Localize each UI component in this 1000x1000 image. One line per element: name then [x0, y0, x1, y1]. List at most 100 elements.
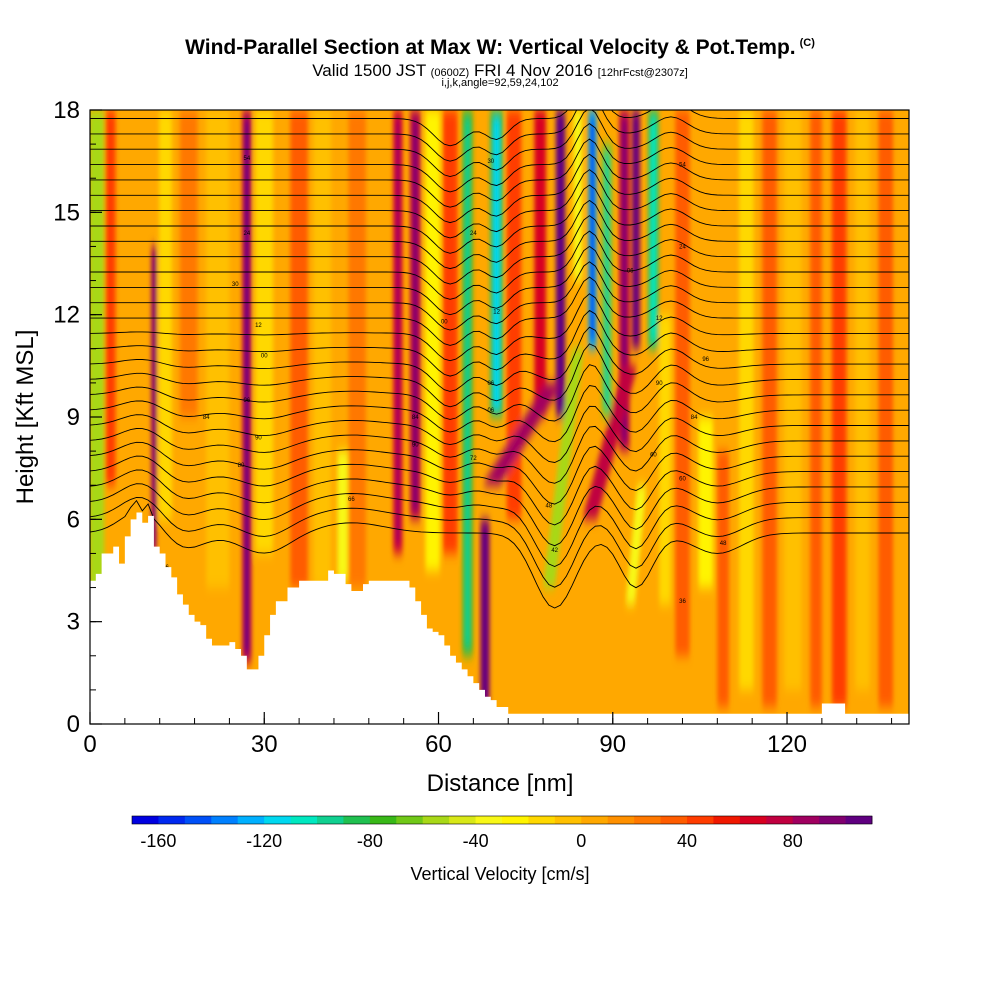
velocity-band	[698, 417, 713, 588]
section-indices: i,j,k,angle=92,59,24,102	[441, 77, 559, 89]
isentrope-line	[90, 169, 909, 239]
isentrope-line	[90, 110, 909, 162]
isentrope-line	[90, 215, 909, 285]
velocity-band	[425, 110, 440, 571]
isentrope-label: 00	[261, 354, 268, 360]
colorbar-tick-label: -120	[246, 831, 282, 851]
isentrope-line	[90, 385, 909, 443]
isentrope-line	[90, 425, 909, 484]
isentrope-label: 12	[656, 316, 663, 322]
colorbar-swatch	[290, 816, 318, 824]
velocity-band-core	[604, 152, 610, 409]
copyright-mark: (C)	[799, 37, 815, 49]
isentrope-label: 48	[720, 541, 727, 547]
colorbar-swatch	[211, 816, 239, 824]
isentrope-line	[90, 483, 909, 567]
y-axis: 0 3 6 9 12 15 18	[53, 97, 102, 738]
colorbar-swatch	[581, 816, 609, 824]
isentrope-line	[90, 123, 909, 193]
velocity-bands	[90, 110, 894, 707]
colorbar-swatch	[237, 816, 265, 824]
utc-time: (0600Z)	[430, 67, 470, 79]
colorbar-tick-label: -40	[463, 831, 489, 851]
velocity-band	[832, 110, 847, 707]
plot-area: 5424301200969080846666908400720606122430…	[90, 110, 909, 724]
velocity-band-core	[590, 118, 595, 341]
colorbar-swatch	[184, 816, 212, 824]
velocity-band	[784, 110, 802, 690]
colorbar-swatch	[158, 816, 186, 824]
velocity-band	[855, 110, 870, 690]
isentrope-line	[90, 230, 909, 300]
isentrope-labels: 5424301200969080846666908400720606122430…	[162, 156, 727, 605]
isentrope-label: 24	[243, 231, 250, 237]
colorbar-swatch	[132, 816, 159, 824]
velocity-band	[675, 110, 690, 656]
y-tick-label: 9	[67, 404, 80, 431]
isentrope-label: 24	[679, 244, 686, 250]
isentrope-lines	[90, 110, 909, 609]
isentrope-line	[90, 199, 909, 270]
colorbar-swatch	[317, 816, 344, 824]
colorbar-tick-label: 40	[677, 831, 697, 851]
velocity-band	[90, 110, 105, 605]
isentrope-line	[90, 455, 909, 526]
isentrope-label: 06	[627, 268, 634, 274]
y-axis-label: Height [Kft MSL]	[12, 330, 39, 505]
isentrope-label: 06	[487, 408, 494, 414]
colorbar-tick-label: 0	[576, 831, 586, 851]
colorbar-swatch	[396, 816, 424, 824]
velocity-band-core	[558, 118, 563, 409]
y-tick-label: 6	[67, 506, 80, 533]
velocity-band	[348, 110, 366, 588]
chart-title-text: Wind-Parallel Section at Max W: Vertical…	[185, 36, 796, 59]
colorbar-swatch	[687, 816, 714, 824]
velocity-band	[739, 110, 754, 690]
isentrope-line	[90, 309, 909, 377]
colorbar-swatch	[819, 816, 846, 824]
isentrope-line	[90, 499, 909, 609]
isentrope-label: 42	[551, 548, 558, 554]
isentrope-label: 84	[203, 415, 210, 421]
isentrope-line	[90, 184, 909, 254]
tilted-velocity-band	[482, 382, 564, 486]
isentrope-label: 30	[487, 159, 494, 165]
colorbar-swatch	[475, 816, 503, 824]
y-tick-label: 15	[53, 199, 80, 226]
x-tick-label: 90	[599, 731, 626, 758]
isentrope-label: 00	[441, 319, 448, 325]
velocity-band	[506, 110, 522, 520]
velocity-band	[313, 110, 332, 588]
velocity-band-core	[464, 118, 471, 648]
isentrope-line	[90, 276, 909, 346]
x-tick-label: 30	[251, 731, 278, 758]
x-axis: 0 30 60 90 120	[83, 712, 893, 758]
isentrope-label: 72	[470, 456, 477, 462]
isentrope-label: 96	[243, 398, 250, 404]
colorbar-tick-label: -80	[357, 831, 383, 851]
isentrope-line	[90, 110, 909, 147]
isentrope-label: 36	[679, 599, 686, 605]
chart-subtitle: Valid 1500 JST (0600Z) FRI 4 Nov 2016 [1…	[0, 61, 1000, 81]
y-tick-label: 18	[53, 97, 80, 124]
isentrope-label: 90	[656, 381, 663, 387]
velocity-band-core	[633, 118, 639, 341]
colorbar-swatch	[449, 816, 476, 824]
velocity-band	[290, 110, 308, 588]
isentrope-label: 06	[487, 381, 494, 387]
isentrope-line	[90, 245, 909, 316]
colorbar-swatch	[607, 816, 635, 824]
colorbar-swatch	[264, 816, 291, 824]
isentrope-label: 54	[679, 163, 686, 169]
velocity-band-core	[650, 118, 657, 341]
isentrope-line	[90, 441, 909, 505]
velocity-band	[159, 110, 172, 520]
isentrope-label: 24	[470, 231, 477, 237]
y-tick-label: 0	[67, 711, 80, 738]
x-tick-label: 120	[767, 731, 807, 758]
isentrope-line	[90, 153, 909, 224]
velocity-band	[810, 110, 822, 707]
velocity-band	[534, 110, 546, 417]
isentrope-line	[90, 405, 909, 463]
